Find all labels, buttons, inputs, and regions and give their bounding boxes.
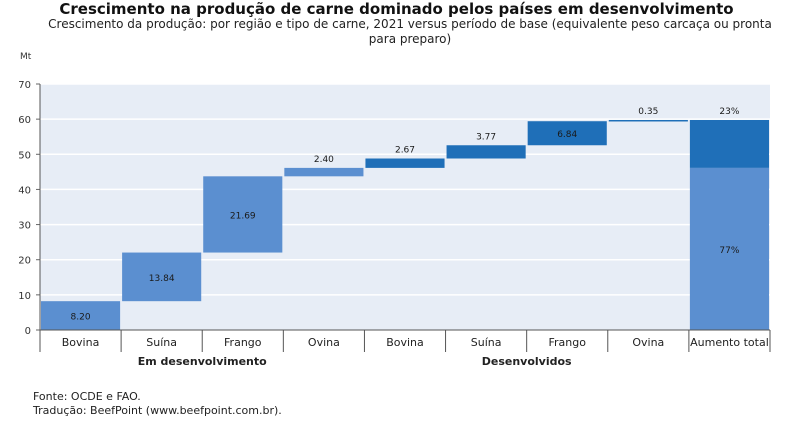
data-label: 2.67 (395, 146, 415, 156)
data-label: 21.69 (230, 211, 256, 221)
waterfall-bar (608, 119, 688, 122)
data-label: 0.35 (638, 107, 658, 117)
data-label: 77% (719, 246, 739, 256)
x-tick-label: Ovina (308, 336, 340, 349)
y-tick-label: 30 (18, 221, 31, 232)
source-note: Fonte: OCDE e FAO. (33, 390, 141, 403)
waterfall-bar (122, 252, 202, 302)
x-tick-label: Bovina (62, 336, 100, 349)
y-tick-label: 20 (18, 256, 31, 267)
x-tick-label: Bovina (386, 336, 424, 349)
data-label: 3.77 (476, 132, 496, 142)
translation-note: Tradução: BeefPoint (www.beefpoint.com.b… (33, 404, 282, 417)
waterfall-bar (527, 121, 607, 146)
data-label: 23% (719, 107, 739, 117)
x-tick-label: Frango (224, 336, 262, 349)
y-tick-label: 60 (18, 115, 31, 126)
x-tick-label: Suína (471, 336, 502, 349)
group-label: Em desenvolvimento (138, 355, 267, 368)
x-tick-label: Ovina (632, 336, 664, 349)
waterfall-bar (284, 167, 364, 177)
data-label: 8.20 (71, 313, 91, 323)
chart-subtitle: Crescimento da produção: por região e ti… (48, 17, 772, 46)
waterfall-bar (446, 145, 526, 159)
total-bar-developing (689, 167, 769, 330)
y-tick-label: 40 (18, 185, 31, 196)
y-tick-label: 0 (25, 326, 31, 337)
y-tick-label: 70 (18, 80, 31, 91)
data-label: 13.84 (149, 274, 175, 284)
y-tick-label: 10 (18, 291, 31, 302)
waterfall-bar (203, 176, 283, 253)
waterfall-bar (365, 158, 445, 168)
x-tick-label: Aumento total (690, 336, 769, 349)
data-label: 2.40 (314, 155, 334, 165)
x-tick-label: Suína (146, 336, 177, 349)
y-tick-label: 50 (18, 150, 31, 161)
group-label: Desenvolvidos (482, 355, 572, 368)
waterfall-bar (41, 301, 121, 330)
chart-title: Crescimento na produção de carne dominad… (59, 0, 734, 18)
footer: Fonte: OCDE e FAO. Tradução: BeefPoint (… (33, 390, 282, 418)
data-label: 6.84 (557, 130, 577, 140)
x-tick-label: Frango (548, 336, 586, 349)
total-bar-developed (689, 119, 769, 168)
y-axis-unit: Mt (20, 52, 32, 62)
